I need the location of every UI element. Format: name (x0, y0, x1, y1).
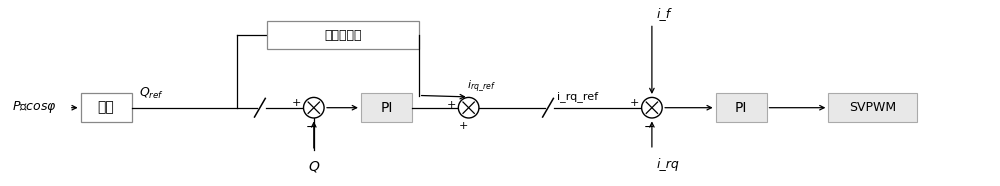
Text: +: + (447, 100, 456, 110)
Bar (81, 93, 132, 122)
Bar (361, 93, 412, 122)
Text: P、cos$\varphi$: P、cos$\varphi$ (12, 99, 57, 115)
Text: Q: Q (308, 160, 319, 174)
Bar (716, 93, 767, 122)
Text: $i_{rq\_ref}$: $i_{rq\_ref}$ (467, 79, 496, 94)
Text: i_rq_ref: i_rq_ref (557, 91, 598, 102)
Text: PI: PI (735, 101, 747, 115)
Circle shape (642, 97, 662, 118)
Text: +: + (630, 97, 640, 108)
Circle shape (304, 97, 324, 118)
Bar (828, 93, 916, 122)
Text: −: − (305, 121, 316, 134)
Text: i_f: i_f (657, 7, 671, 20)
Text: 计算: 计算 (98, 101, 114, 115)
Text: −: − (644, 121, 654, 134)
Text: $Q_{ref}$: $Q_{ref}$ (139, 86, 164, 101)
Text: 计算前馈値: 计算前馈値 (324, 29, 361, 42)
Text: i_rq: i_rq (657, 158, 680, 171)
Text: +: + (459, 121, 468, 131)
Text: SVPWM: SVPWM (849, 101, 896, 114)
Text: PI: PI (380, 101, 393, 115)
Circle shape (458, 97, 479, 118)
Bar (267, 21, 419, 49)
Text: +: + (292, 97, 302, 108)
